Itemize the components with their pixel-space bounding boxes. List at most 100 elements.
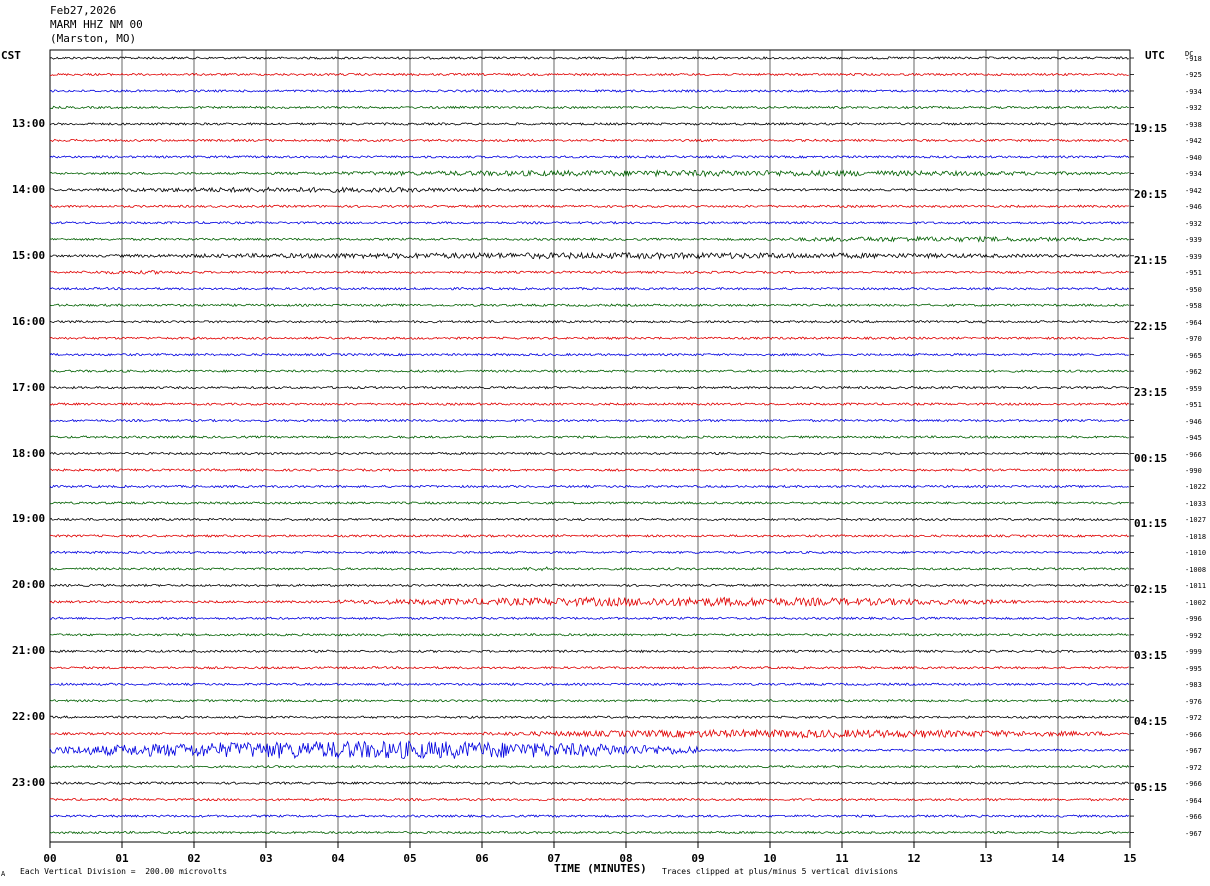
dc-offset-label: -940 [1185, 153, 1202, 162]
dc-offset-label: -996 [1185, 615, 1202, 624]
x-tick-label: 07 [547, 852, 561, 865]
trace-row-46 [49, 814, 1130, 819]
cst-time-label: 18:00 [12, 446, 46, 460]
trace-row-33 [49, 596, 1129, 608]
dc-offset-label: -990 [1185, 467, 1202, 475]
dc-offset-label: -966 [1185, 730, 1202, 739]
trace-row-28 [49, 517, 1130, 522]
left-axis-title: CST [1, 49, 21, 62]
trace-row-23 [49, 435, 1129, 439]
trace-row-8 [49, 186, 1130, 194]
dc-offset-label: -967 [1185, 829, 1202, 838]
x-tick-label: 11 [835, 852, 849, 865]
trace-row-26 [49, 484, 1129, 489]
trace-row-5 [49, 138, 1129, 143]
trace-row-30 [49, 550, 1130, 555]
dc-offset-label: -950 [1185, 285, 1202, 294]
trace-row-6 [49, 155, 1130, 159]
cst-time-label: 22:00 [12, 710, 46, 724]
dc-offset-label: -1027 [1185, 516, 1207, 525]
utc-time-label: 19:15 [1134, 121, 1168, 135]
trace-row-32 [49, 583, 1129, 588]
cst-time-label: 19:00 [12, 512, 46, 526]
x-tick-label: 08 [619, 852, 633, 865]
utc-time-label: 04:15 [1134, 715, 1168, 729]
dc-offset-label: -951 [1185, 401, 1202, 410]
dc-offset-label: -983 [1185, 681, 1202, 690]
trace-row-10 [49, 220, 1129, 225]
trace-row-9 [49, 204, 1129, 209]
clip-note: Traces clipped at plus/minus 5 vertical … [662, 867, 899, 876]
dc-offset-label: -962 [1185, 368, 1202, 377]
dc-offset-label: -938 [1185, 120, 1202, 129]
trace-row-39 [49, 698, 1129, 703]
dc-offset-label: -932 [1185, 104, 1202, 113]
cst-time-label: 14:00 [12, 182, 46, 196]
trace-row-45 [49, 797, 1129, 802]
dc-offset-label: -1010 [1185, 549, 1207, 558]
trace-row-7 [49, 169, 1130, 178]
cst-time-label: 16:00 [12, 314, 46, 328]
cst-time-label: 21:00 [12, 644, 46, 658]
trace-row-3 [50, 105, 1129, 110]
dc-offset-label: -966 [1185, 813, 1202, 822]
trace-row-11 [49, 235, 1130, 243]
header-station: MARM HHZ NM 00 [50, 18, 143, 31]
cst-time-label: 15:00 [12, 248, 46, 262]
x-tick-label: 05 [403, 852, 417, 865]
x-tick-label: 13 [979, 852, 993, 865]
trace-row-44 [49, 781, 1130, 785]
cst-time-label: 17:00 [12, 380, 46, 394]
utc-time-label: 23:15 [1134, 385, 1168, 399]
dc-offset-label: -958 [1185, 302, 1202, 311]
x-tick-label: 15 [1123, 852, 1137, 865]
dc-offset-label: -934 [1185, 170, 1202, 179]
x-tick-label: 03 [259, 852, 273, 865]
utc-time-label: 22:15 [1134, 319, 1168, 333]
trace-row-15 [49, 303, 1130, 308]
trace-row-16 [49, 319, 1129, 324]
trace-row-19 [49, 369, 1129, 373]
x-tick-label: 02 [187, 852, 201, 865]
dc-offset-label: -1002 [1185, 598, 1207, 607]
trace-row-14 [49, 286, 1130, 291]
x-tick-label: 06 [475, 852, 489, 865]
dc-offset-label: -925 [1185, 71, 1202, 80]
trace-row-24 [49, 451, 1130, 456]
dc-offset-label: -959 [1185, 384, 1202, 393]
dc-offset-label: -967 [1185, 747, 1202, 756]
dc-offset-label: -999 [1185, 648, 1202, 657]
trace-row-31 [49, 566, 1130, 572]
dc-offset-label: -942 [1185, 137, 1202, 146]
x-tick-label: 10 [763, 852, 777, 865]
trace-row-2 [49, 89, 1130, 93]
dc-offset-label: -1008 [1185, 565, 1207, 574]
trace-row-34 [49, 616, 1129, 621]
trace-row-0 [49, 56, 1129, 60]
dc-offset-label: -946 [1185, 417, 1202, 426]
trace-row-25 [49, 468, 1129, 472]
trace-row-4 [49, 122, 1129, 126]
dc-offset-label: -966 [1185, 450, 1202, 459]
dc-offset-label: -965 [1185, 351, 1202, 360]
dc-offset-label: -942 [1185, 186, 1202, 195]
plot-frame [49, 49, 1131, 843]
x-tick-label: 01 [115, 852, 129, 865]
x-tick-label: 14 [1051, 852, 1065, 865]
dc-offset-label: -932 [1185, 219, 1202, 228]
dc-offset-label: -951 [1185, 269, 1202, 278]
cst-time-label: 23:00 [12, 776, 46, 790]
scale-mark: A [1, 870, 6, 878]
x-tick-label: 09 [691, 852, 705, 865]
trace-row-20 [49, 385, 1130, 390]
x-tick-label: 00 [43, 852, 57, 865]
trace-row-1 [50, 72, 1129, 77]
utc-time-label: 21:15 [1134, 253, 1168, 267]
trace-row-37 [49, 665, 1129, 670]
trace-row-17 [49, 336, 1129, 340]
dc-offset-label: -995 [1185, 664, 1202, 673]
trace-row-47 [49, 830, 1130, 835]
x-tick-label: 04 [331, 852, 345, 865]
dc-offset-label: -945 [1185, 434, 1202, 443]
cst-time-label: 13:00 [12, 116, 46, 130]
